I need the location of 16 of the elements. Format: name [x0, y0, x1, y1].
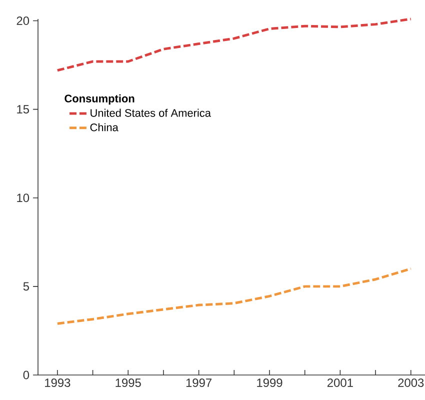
legend-title: Consumption — [64, 94, 134, 105]
x-tick-label: 1995 — [116, 378, 141, 387]
legend-label: China — [90, 123, 118, 132]
y-tick-label: 0 — [23, 370, 30, 380]
x-tick-label: 1999 — [257, 378, 282, 387]
x-tick-label: 1993 — [45, 378, 70, 387]
x-tick-label: 2001 — [327, 378, 353, 387]
y-tick-label: 10 — [17, 194, 30, 202]
line-series — [56, 18, 412, 72]
y-tick-label: 20 — [16, 16, 30, 25]
line-series — [56, 267, 412, 325]
y-tick-label: 5 — [23, 282, 30, 291]
x-tick-label: 1997 — [186, 378, 212, 387]
x-tick-label: 2003 — [398, 378, 424, 387]
legend-label: United States of America — [90, 108, 211, 117]
y-tick-label: 15 — [17, 105, 30, 114]
